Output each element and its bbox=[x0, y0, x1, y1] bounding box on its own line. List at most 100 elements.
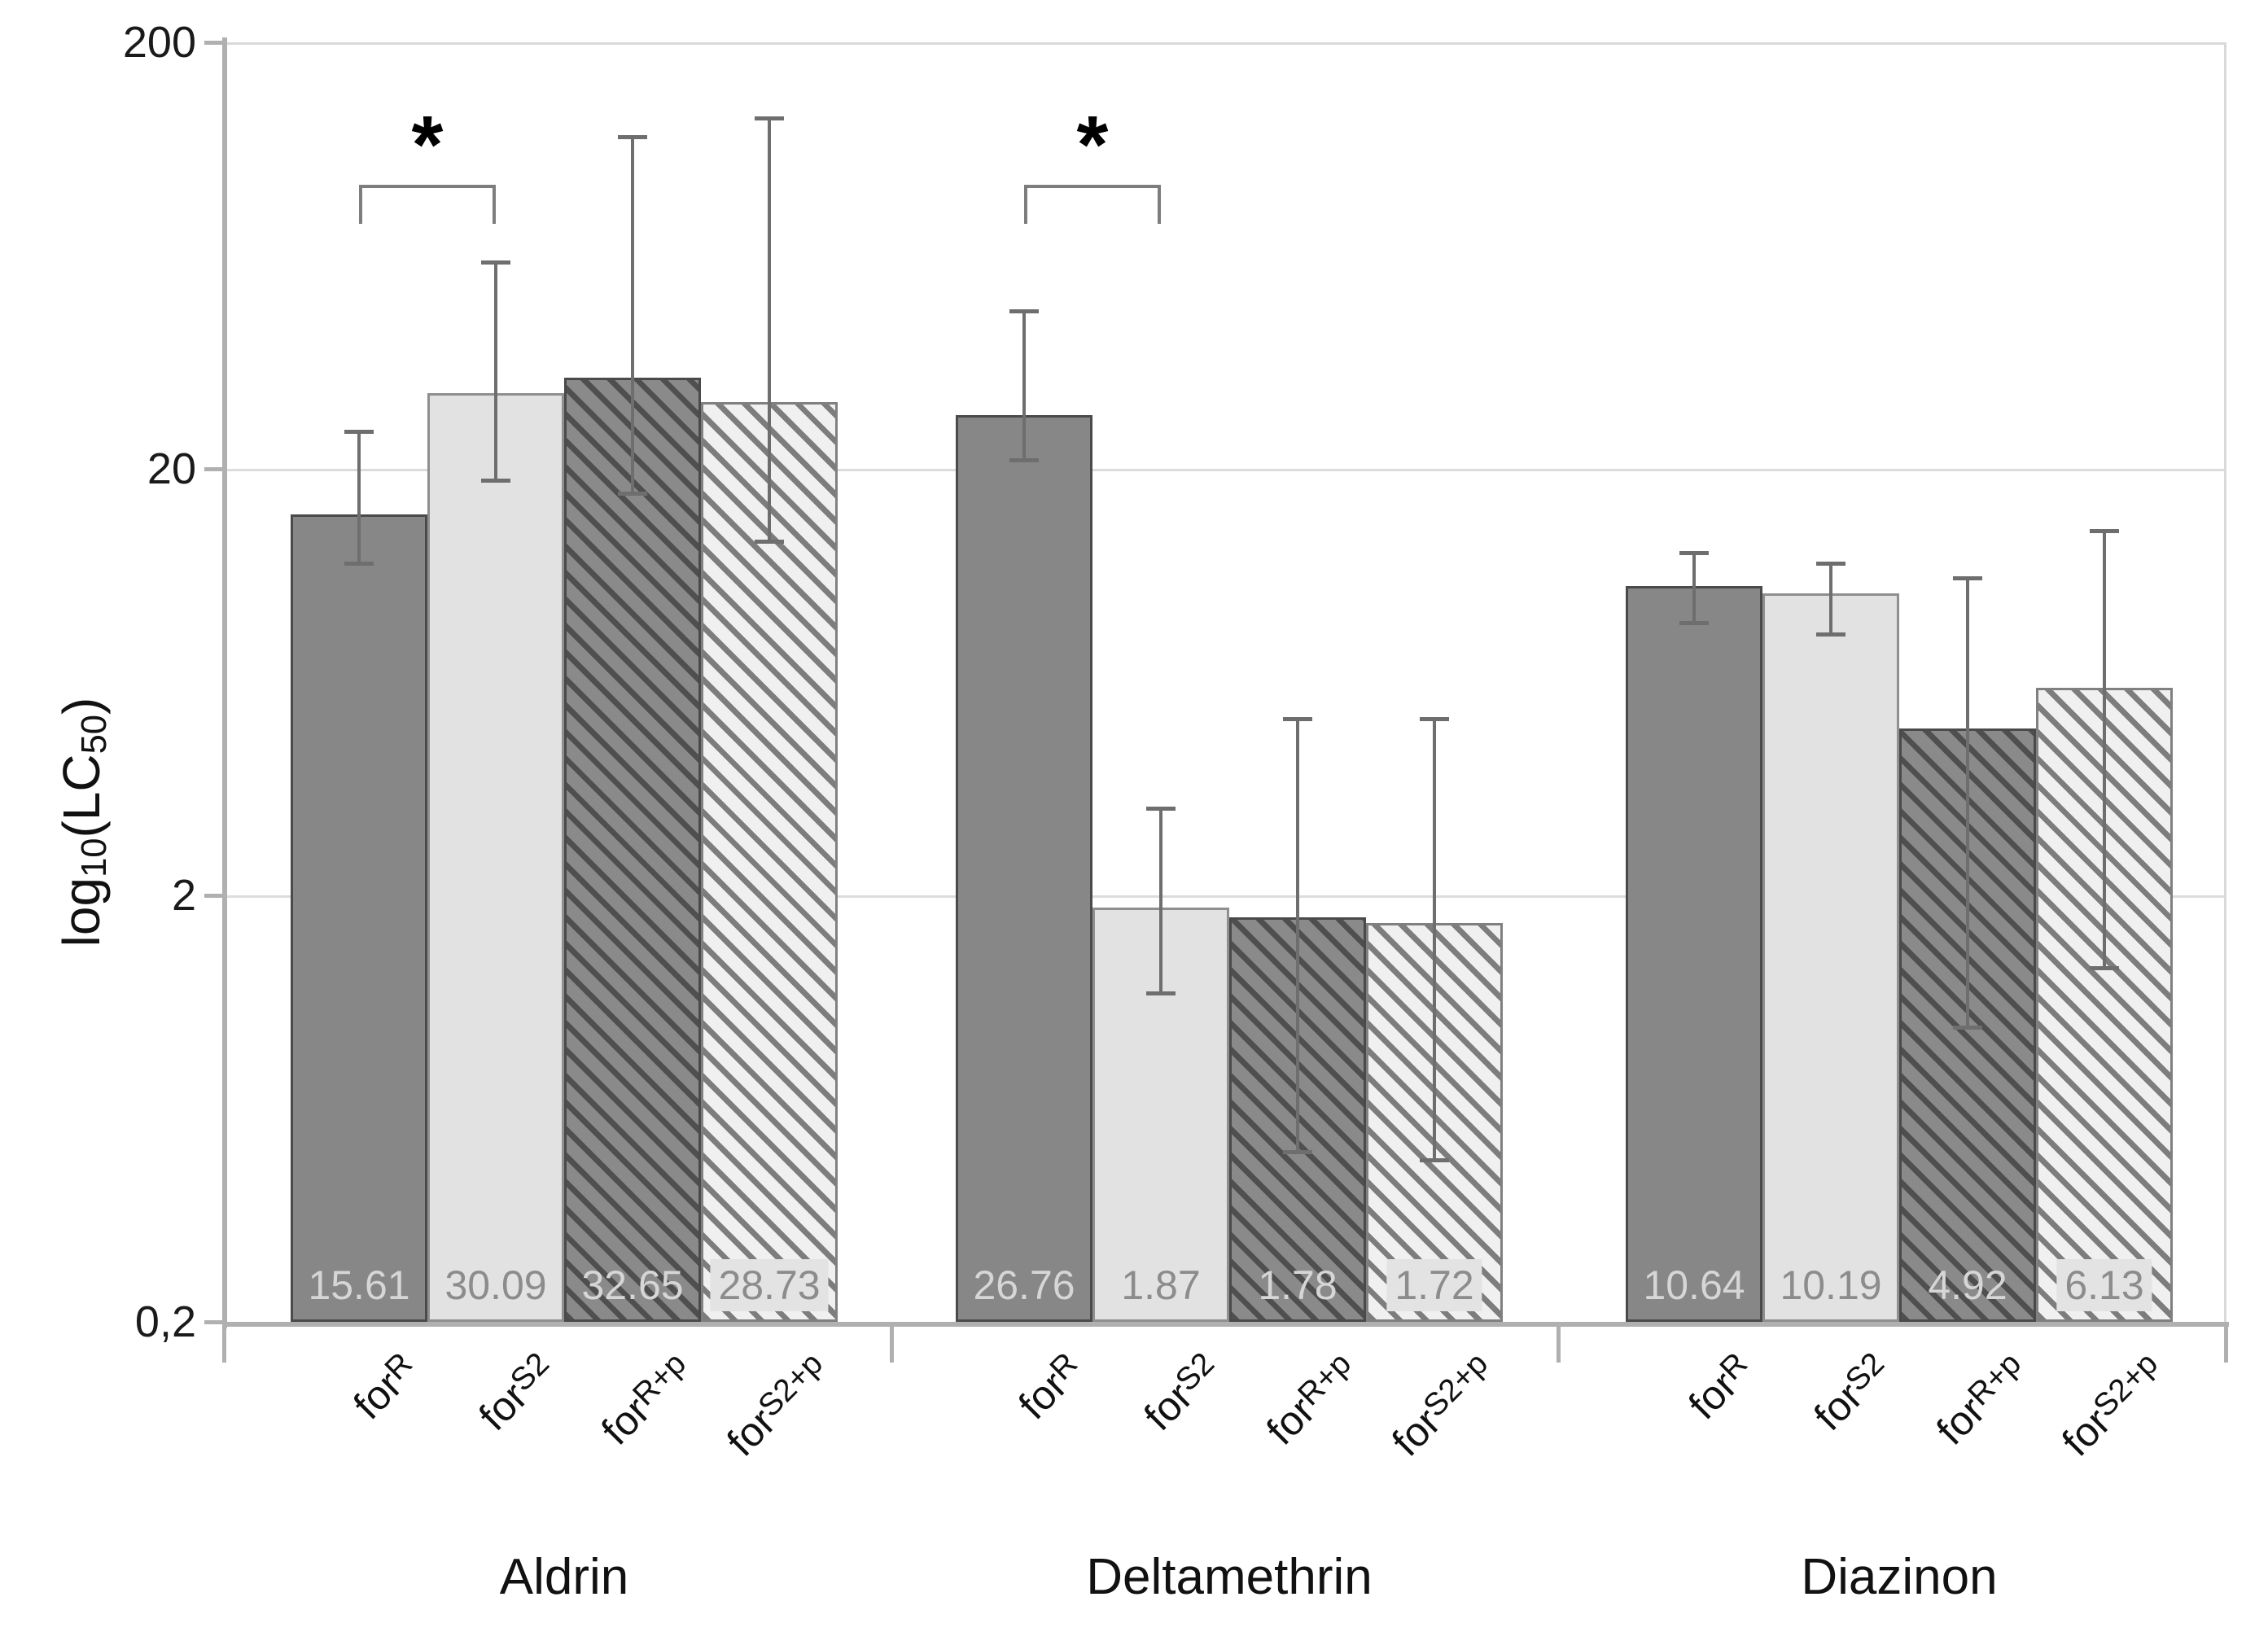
bar-value-label-aldrin-forR+p: 32.65 bbox=[581, 1265, 683, 1306]
error-bar-line-deltamethrin-forS2 bbox=[1159, 808, 1162, 994]
error-bar-line-aldrin-forR bbox=[357, 431, 361, 564]
y-tick-label-2: 2 bbox=[171, 871, 196, 920]
x-category-tick-3 bbox=[2224, 1327, 2228, 1363]
y-tick-mark-200 bbox=[204, 41, 224, 45]
error-bar-cap-top-diazinon-forR+p bbox=[1953, 575, 1982, 580]
bar-value-text: 26.76 bbox=[973, 1262, 1075, 1308]
error-bar-line-diazinon-forR+p bbox=[1966, 577, 1969, 1028]
error-bar-line-deltamethrin-forR bbox=[1022, 310, 1026, 460]
bar-value-label-deltamethrin-forR+p: 1.78 bbox=[1258, 1265, 1337, 1306]
significance-bracket-right-leg-aldrin bbox=[493, 185, 496, 224]
error-bar-cap-bottom-aldrin-forR+p bbox=[618, 492, 647, 497]
bar-value-text: 6.13 bbox=[2056, 1259, 2152, 1311]
error-bar-line-diazinon-forS2+p bbox=[2103, 531, 2106, 969]
significance-bracket-left-leg-aldrin bbox=[359, 185, 362, 224]
y-axis-title-suffix: ) bbox=[52, 697, 111, 715]
bar-diazinon-forS2+p bbox=[2036, 688, 2173, 1322]
error-bar-line-diazinon-forR bbox=[1692, 553, 1696, 623]
bar-value-text: 28.73 bbox=[710, 1259, 829, 1311]
error-bar-line-aldrin-forR+p bbox=[631, 137, 634, 494]
y-tick-label-20: 20 bbox=[147, 444, 196, 493]
bar-value-text: 10.19 bbox=[1780, 1262, 1882, 1308]
bar-value-text: 10.64 bbox=[1643, 1262, 1745, 1308]
bar-aldrin-forS2+p bbox=[701, 401, 838, 1322]
y-axis-title-sub50: 50 bbox=[74, 714, 114, 755]
bar-value-label-aldrin-forR: 15.61 bbox=[308, 1265, 409, 1306]
error-bar-cap-bottom-diazinon-forR+p bbox=[1953, 1026, 1982, 1030]
significance-bracket-left-leg-deltamethrin bbox=[1024, 185, 1027, 224]
bar-value-label-deltamethrin-forS2: 1.87 bbox=[1121, 1265, 1200, 1306]
x-axis-line bbox=[222, 1322, 2229, 1327]
group-label-deltamethrin: Deltamethrin bbox=[1086, 1549, 1373, 1605]
group-label-diazinon: Diazinon bbox=[1801, 1549, 1998, 1605]
bar-value-label-aldrin-forS2: 30.09 bbox=[444, 1265, 546, 1306]
bar-value-text: 1.72 bbox=[1386, 1259, 1482, 1311]
y-tick-label-0,2: 0,2 bbox=[134, 1297, 196, 1346]
error-bar-cap-bottom-deltamethrin-forR bbox=[1009, 457, 1039, 462]
bar-value-text: 1.87 bbox=[1121, 1262, 1201, 1308]
plot-frame-right bbox=[2224, 42, 2226, 1322]
error-bar-cap-top-deltamethrin-forR+p bbox=[1283, 716, 1312, 721]
x-category-tick-2 bbox=[1557, 1327, 1561, 1363]
group-label-aldrin: Aldrin bbox=[499, 1549, 629, 1605]
bar-value-text: 15.61 bbox=[308, 1262, 410, 1308]
error-bar-cap-top-deltamethrin-forR bbox=[1009, 308, 1039, 313]
y-tick-mark-2 bbox=[204, 894, 224, 898]
bar-value-label-diazinon-forS2+p: 6.13 bbox=[2056, 1259, 2152, 1311]
y-tick-label-200: 200 bbox=[122, 18, 196, 67]
error-bar-line-deltamethrin-forS2+p bbox=[1433, 718, 1436, 1160]
error-bar-cap-top-aldrin-forR bbox=[344, 429, 374, 434]
significance-bracket-aldrin bbox=[359, 185, 496, 188]
error-bar-cap-bottom-aldrin-forS2 bbox=[481, 479, 510, 483]
error-bar-cap-bottom-diazinon-forS2 bbox=[1816, 632, 1845, 637]
error-bar-line-diazinon-forS2 bbox=[1829, 563, 1832, 634]
bar-diazinon-forR bbox=[1626, 585, 1762, 1322]
error-bar-cap-top-aldrin-forS2 bbox=[481, 260, 510, 265]
error-bar-line-deltamethrin-forR+p bbox=[1296, 718, 1299, 1153]
error-bar-line-aldrin-forS2 bbox=[494, 262, 497, 481]
bar-value-text: 4.92 bbox=[1928, 1262, 2007, 1308]
bar-value-text: 1.78 bbox=[1258, 1262, 1338, 1308]
bar-aldrin-forR bbox=[291, 514, 427, 1322]
bar-value-text: 30.09 bbox=[444, 1262, 547, 1308]
bar-value-label-aldrin-forS2+p: 28.73 bbox=[710, 1259, 829, 1311]
error-bar-cap-top-aldrin-forR+p bbox=[618, 135, 647, 140]
bar-value-label-diazinon-forR: 10.64 bbox=[1643, 1265, 1745, 1306]
bar-value-text: 32.65 bbox=[581, 1262, 684, 1308]
x-category-tick-1 bbox=[889, 1327, 894, 1363]
x-category-tick-0 bbox=[222, 1327, 226, 1363]
bar-deltamethrin-forR bbox=[956, 414, 1092, 1322]
y-axis-line bbox=[222, 37, 227, 1328]
significance-bracket-deltamethrin bbox=[1024, 185, 1161, 188]
error-bar-cap-bottom-deltamethrin-forS2+p bbox=[1420, 1157, 1449, 1162]
significance-asterisk-aldrin: * bbox=[411, 99, 444, 190]
bar-aldrin-forR+p bbox=[564, 378, 701, 1322]
gridline-20 bbox=[227, 469, 2224, 471]
error-bar-cap-top-deltamethrin-forS2 bbox=[1146, 807, 1176, 812]
error-bar-cap-bottom-aldrin-forR bbox=[344, 562, 374, 567]
error-bar-cap-top-diazinon-forR bbox=[1679, 551, 1709, 556]
bar-value-label-deltamethrin-forS2+p: 1.72 bbox=[1386, 1259, 1482, 1311]
significance-bracket-right-leg-deltamethrin bbox=[1158, 185, 1161, 224]
bar-value-label-deltamethrin-forR: 26.76 bbox=[973, 1265, 1075, 1306]
error-bar-cap-bottom-deltamethrin-forR+p bbox=[1283, 1150, 1312, 1155]
y-tick-mark-0,2 bbox=[204, 1320, 224, 1324]
y-tick-mark-20 bbox=[204, 467, 224, 471]
error-bar-cap-bottom-aldrin-forS2+p bbox=[755, 540, 784, 545]
plot-frame-top bbox=[222, 42, 2224, 45]
bar-aldrin-forS2 bbox=[427, 393, 564, 1322]
bar-diazinon-forS2 bbox=[1762, 593, 1899, 1322]
error-bar-cap-top-deltamethrin-forS2+p bbox=[1420, 716, 1449, 721]
error-bar-cap-bottom-deltamethrin-forS2 bbox=[1146, 991, 1176, 996]
bar-value-label-diazinon-forS2: 10.19 bbox=[1780, 1265, 1881, 1306]
error-bar-cap-top-aldrin-forS2+p bbox=[755, 116, 784, 120]
error-bar-cap-bottom-diazinon-forS2+p bbox=[2090, 966, 2119, 971]
error-bar-cap-bottom-diazinon-forR bbox=[1679, 621, 1709, 626]
error-bar-line-aldrin-forS2+p bbox=[768, 117, 771, 542]
gridline-2 bbox=[227, 895, 2224, 898]
error-bar-cap-top-diazinon-forS2+p bbox=[2090, 529, 2119, 534]
significance-asterisk-deltamethrin: * bbox=[1076, 99, 1109, 190]
y-axis-title-mid: (LC bbox=[52, 754, 111, 838]
error-bar-cap-top-diazinon-forS2 bbox=[1816, 562, 1845, 567]
